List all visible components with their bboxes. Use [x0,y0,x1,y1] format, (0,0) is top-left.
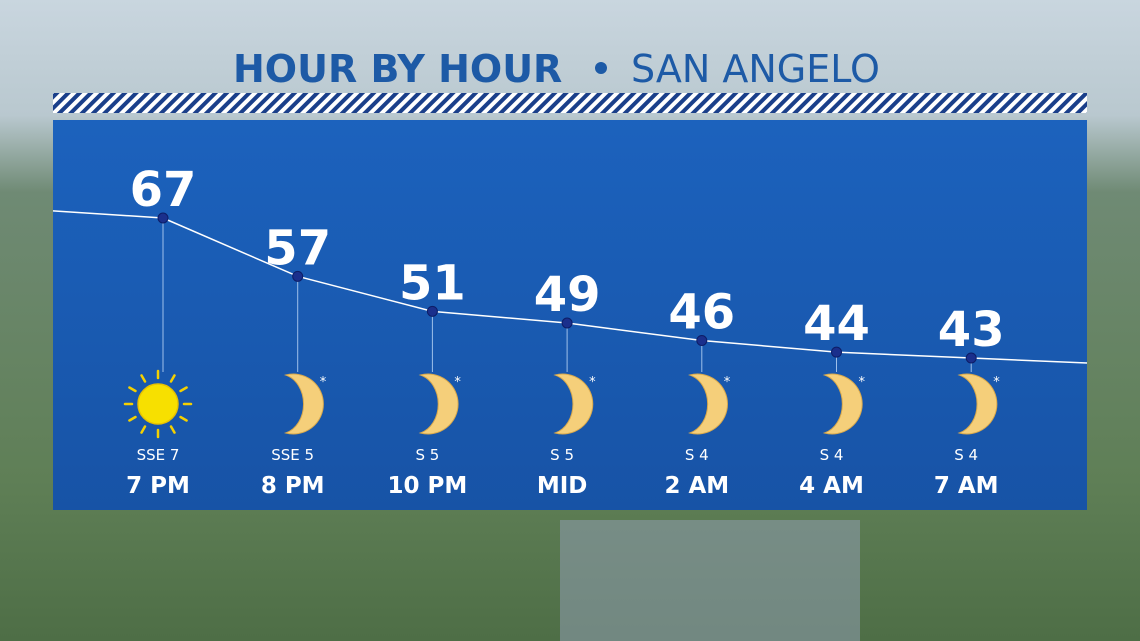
icon-mark: * [724,375,731,390]
line-extension [971,357,1088,364]
value-label: 49 [534,267,601,323]
data-point [292,270,304,282]
time-label: MID [537,473,588,499]
time-label: 7 AM [934,473,999,499]
wind-label: SSE 5 [271,446,314,464]
data-point [965,352,977,364]
line-extension [52,210,164,219]
moon-icon [688,373,728,435]
title-bullet [595,62,607,74]
wind-label: S 4 [820,446,844,464]
wind-label: S 5 [550,446,574,464]
wind-label: S 4 [685,446,709,464]
value-label: 44 [803,296,870,352]
value-label: 43 [938,302,1005,358]
moon-icon [957,373,998,435]
data-point [157,212,169,224]
sun-ray [140,425,147,434]
wind-label: SSE 7 [137,446,180,464]
wind-label: S 5 [415,446,439,464]
moon-icon [822,373,863,435]
chart-subtitle: SAN ANGELO [631,47,880,91]
time-label: 4 AM [799,473,864,499]
sun-ray [169,374,176,383]
moon-icon [283,373,324,435]
hatch-band [53,93,1087,113]
icon-mark: * [859,375,866,390]
river [560,520,860,641]
data-point [561,317,573,329]
time-label: 10 PM [388,473,468,499]
time-label: 2 AM [664,473,729,499]
data-point [696,335,708,346]
sun-ray [128,386,137,393]
value-label: 67 [130,162,197,218]
sun-icon [137,383,179,425]
value-label: 57 [264,220,331,276]
sun-ray [140,374,147,383]
chart-title: HOUR BY HOUR [233,47,562,91]
time-label: 8 PM [261,473,325,499]
wind-label: S 4 [954,446,978,464]
panel [53,120,1087,510]
sun-ray [179,415,188,422]
sun-ray [179,386,188,393]
value-label: 46 [668,285,735,341]
data-point [426,305,438,317]
icon-mark: * [993,375,1000,390]
icon-mark: * [320,375,327,390]
moon-icon [553,373,594,435]
value-label: 51 [399,255,466,311]
time-label: 7 PM [126,473,190,499]
data-point [831,346,842,358]
moon-icon [418,373,459,435]
sun-ray [169,425,176,434]
sun-ray [128,415,137,422]
icon-mark: * [589,375,596,390]
icon-mark: * [454,375,461,390]
